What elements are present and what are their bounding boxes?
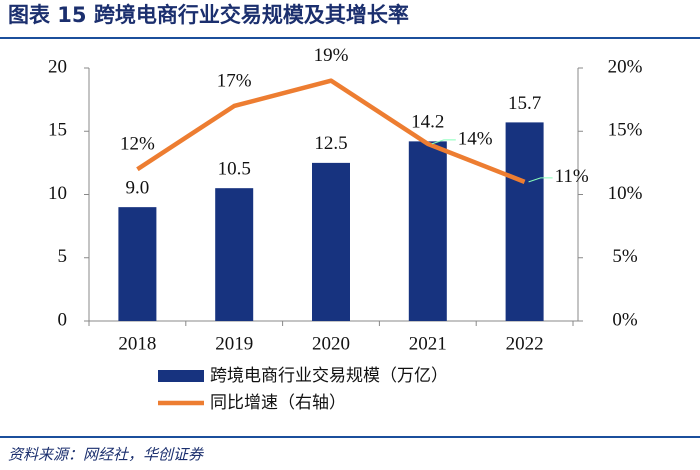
bar <box>215 188 254 321</box>
leader-line <box>431 139 456 145</box>
line-value-label: 14% <box>458 128 493 149</box>
bar <box>118 207 157 321</box>
y-tick-label: 5 <box>58 246 68 267</box>
bar <box>408 141 447 321</box>
x-tick-label: 2019 <box>215 333 253 354</box>
bar-value-label: 14.2 <box>411 112 444 133</box>
line-value-label: 11% <box>555 166 589 187</box>
bar-value-label: 12.5 <box>314 133 347 154</box>
y2-tick-label: 5% <box>612 246 638 267</box>
y-tick-label: 15 <box>48 120 67 141</box>
x-tick-label: 2022 <box>506 333 544 354</box>
legend-label: 跨境电商行业交易规模（万亿） <box>210 366 448 386</box>
y-tick-label: 0 <box>58 309 68 330</box>
bar-value-label: 9.0 <box>126 178 150 199</box>
line-value-label: 12% <box>120 134 155 155</box>
y-tick-label: 10 <box>48 183 67 204</box>
line-value-label: 17% <box>217 70 252 91</box>
line-series <box>136 78 526 184</box>
bar-value-label: 10.5 <box>218 159 251 180</box>
source-note: 资料来源：网经社，华创证券 <box>8 446 204 464</box>
line-value-label: 19% <box>314 45 349 66</box>
x-tick-label: 2021 <box>409 333 447 354</box>
y2-tick-label: 0% <box>612 309 638 330</box>
y2-tick-label: 10% <box>608 183 643 204</box>
x-tick-label: 2020 <box>312 333 350 354</box>
legend-swatch <box>158 370 204 382</box>
bar <box>505 122 544 322</box>
y2-tick-label: 15% <box>608 120 643 141</box>
bar <box>312 162 350 321</box>
y2-tick-label: 20% <box>608 56 643 77</box>
x-tick-label: 2018 <box>118 333 156 354</box>
y-tick-label: 20 <box>48 56 67 77</box>
leader-line <box>528 177 553 183</box>
legend-label: 同比增速（右轴） <box>210 393 346 413</box>
bar-value-label: 15.7 <box>508 93 541 114</box>
chart-title: 图表 15 跨境电商行业交易规模及其增长率 <box>8 3 409 27</box>
